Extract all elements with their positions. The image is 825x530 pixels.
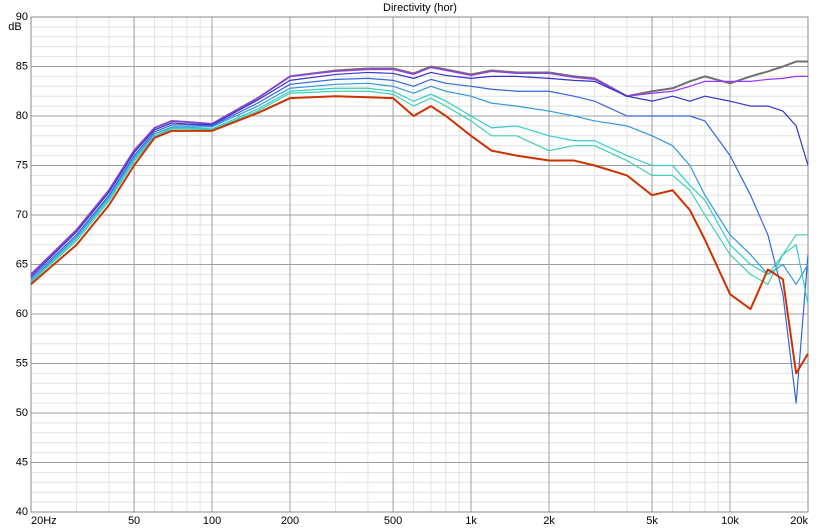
y-tick-label: 90: [16, 11, 28, 23]
x-tick-label: 500: [384, 515, 402, 527]
y-tick-label: 50: [16, 407, 28, 419]
x-tick-label: 1k: [465, 515, 477, 527]
series-line: [30, 82, 809, 285]
x-tick-label: 5k: [646, 515, 658, 527]
y-axis-label: dB: [8, 21, 21, 33]
x-tick-label: 200: [281, 515, 299, 527]
y-tick-label: 60: [16, 308, 28, 320]
y-tick-label: 75: [16, 159, 28, 171]
y-tick-label: 40: [16, 506, 28, 518]
y-tick-label: 70: [16, 209, 28, 221]
x-tick-label: 20Hz: [31, 515, 57, 527]
series-line: [30, 66, 808, 275]
series-line: [30, 77, 809, 404]
x-tick-label: 100: [203, 515, 221, 527]
y-tick-label: 80: [16, 110, 28, 122]
y-tick-label: 45: [16, 456, 28, 468]
y-tick-label: 85: [16, 60, 28, 72]
y-tick-label: 55: [16, 357, 28, 369]
series-line: [30, 71, 809, 277]
x-tick-label: 50: [128, 515, 140, 527]
series-line: [30, 95, 809, 375]
y-tick-label: 65: [16, 258, 28, 270]
series-line: [30, 90, 808, 285]
x-tick-label: 2k: [543, 515, 555, 527]
x-tick-label: 20k: [790, 515, 808, 527]
chart-title: Directivity (hor): [383, 2, 457, 14]
series-line: [30, 87, 809, 305]
x-tick-label: 10k: [721, 515, 739, 527]
